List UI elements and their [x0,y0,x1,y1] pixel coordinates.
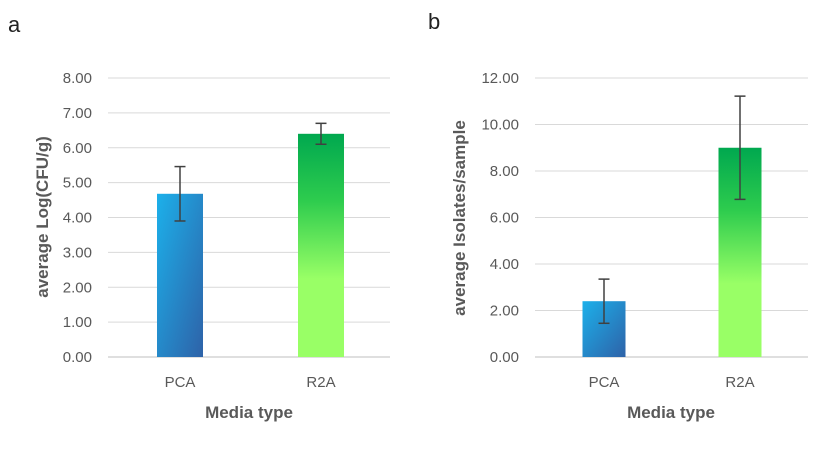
y-tick-label: 1.00 [63,314,92,331]
y-tick-label: 5.00 [63,175,92,192]
y-tick-label: 8.00 [63,70,92,87]
chart-panel-a: a 0.00 1.00 2.00 3.00 4.00 5.00 6.00 7.00 8.00 P… [8,12,390,422]
y-tick-label: 4.00 [63,210,92,227]
y-tick-label: 6.00 [490,210,519,227]
y-tick-label: 4.00 [490,256,519,273]
y-axis-title: average Log(CFU/g) [33,136,52,298]
y-tick-label: 2.00 [63,279,92,296]
y-tick-label: 0.00 [63,349,92,366]
x-tick-label: PCA [165,374,196,391]
panel-label-b: b [428,9,440,34]
x-tick-label: R2A [725,374,754,391]
y-tick-label: 7.00 [63,105,92,122]
y-tick-label: 0.00 [490,349,519,366]
x-axis-title: Media type [627,403,715,422]
y-tick-label: 6.00 [63,140,92,157]
y-tick-label: 2.00 [490,303,519,320]
y-axis-title: average Isolates/sample [450,120,469,316]
y-tick-label: 3.00 [63,244,92,261]
panel-label-a: a [8,12,21,37]
x-tick-label: R2A [306,374,335,391]
y-tick-label: 10.00 [481,117,519,134]
x-tick-label: PCA [589,374,620,391]
bar-r2a [298,133,344,357]
x-axis-title: Media type [205,403,293,422]
y-tick-label: 8.00 [490,163,519,180]
y-tick-label: 12.00 [481,70,519,87]
